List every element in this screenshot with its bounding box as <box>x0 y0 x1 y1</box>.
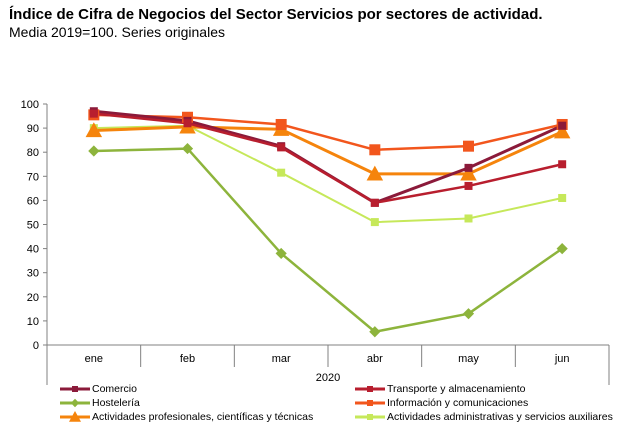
series-1-point <box>464 181 473 190</box>
x-group-label: 2020 <box>316 372 340 384</box>
series-2-point <box>462 308 475 320</box>
series-lines <box>93 109 563 333</box>
x-tick-label: abr <box>367 353 383 365</box>
y-tick-label: 90 <box>27 123 39 135</box>
x-tick-label: ene <box>85 353 103 365</box>
series-0-line <box>93 109 563 205</box>
x-tick-label: jun <box>554 353 570 365</box>
series-0-point <box>464 163 473 172</box>
series-1-point <box>558 160 567 169</box>
series-markers <box>85 107 571 338</box>
y-tick-label: 20 <box>27 292 39 304</box>
y-tick-label: 100 <box>21 99 39 111</box>
y-tick-label: 70 <box>27 171 39 183</box>
y-tick-label: 60 <box>27 195 39 207</box>
series-4-point <box>553 123 571 139</box>
x-tick-label: feb <box>180 353 195 365</box>
y-tick-label: 80 <box>27 147 39 159</box>
series-2-point <box>275 247 287 260</box>
series-5-point <box>370 218 379 227</box>
series-1-line <box>93 112 563 205</box>
series-5-point <box>464 214 473 223</box>
series-4-line <box>93 125 563 176</box>
chart-subtitle: Media 2019=100. Series originales <box>9 24 225 40</box>
x-tick-label: may <box>458 353 479 365</box>
series-5-point <box>558 193 567 202</box>
y-tick-label: 10 <box>27 316 39 328</box>
series-4-point <box>85 122 103 138</box>
y-tick-label: 40 <box>27 244 39 256</box>
series-4-point <box>366 165 384 181</box>
axes: 0 10 20 30 40 50 60 70 80 90 100 ene feb mar abr may jun… <box>21 99 610 385</box>
y-tick-label: 0 <box>33 340 39 352</box>
series-1-point <box>183 119 192 128</box>
series-5-point <box>277 168 286 177</box>
series-2-point <box>181 142 194 155</box>
series-2-point <box>88 145 100 157</box>
series-3-line <box>93 113 563 152</box>
series-2-point <box>369 326 381 338</box>
series-1-point <box>89 109 98 118</box>
series-2-line <box>93 147 563 333</box>
x-tick-label: mar <box>272 353 291 365</box>
series-1-point <box>277 143 286 152</box>
series-3-point <box>369 144 381 156</box>
chart-title: Índice de Cifra de Negocios del Sector S… <box>9 6 543 23</box>
series-0-point <box>558 121 567 130</box>
series-1-point <box>370 198 379 207</box>
series-2-point <box>556 243 568 255</box>
series-3-point <box>463 140 474 152</box>
y-tick-label: 50 <box>27 220 39 232</box>
y-tick-label: 30 <box>27 268 39 280</box>
series-3-point <box>275 118 287 130</box>
series-4-point <box>460 165 477 181</box>
